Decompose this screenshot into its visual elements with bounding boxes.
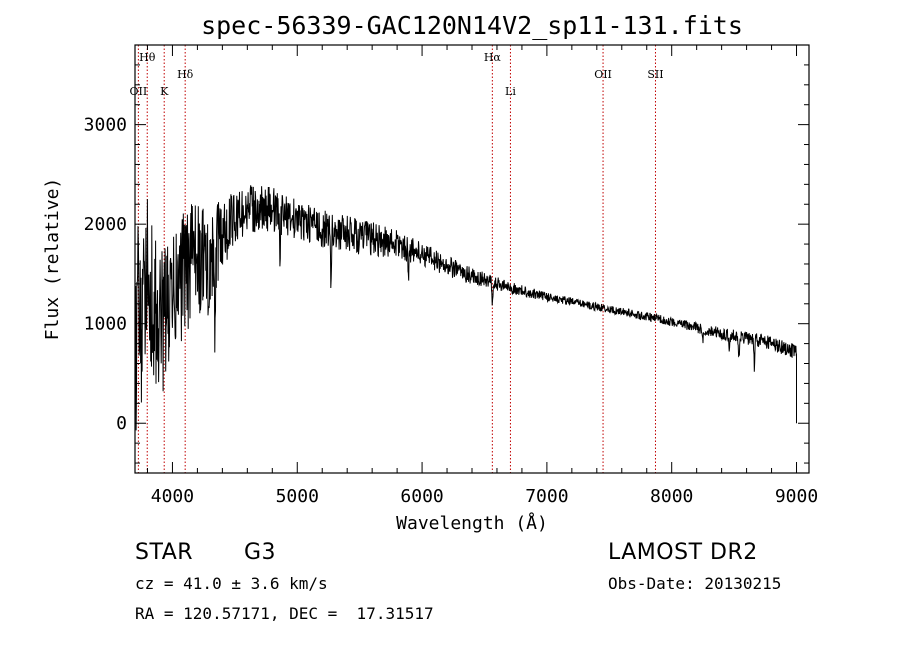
sky-coordinates: RA = 120.57171, DEC = 17.31517	[135, 604, 434, 623]
line-marker-label: K	[160, 85, 169, 98]
x-tick-label: 6000	[400, 486, 443, 507]
chart-title: spec-56339-GAC120N14V2_sp11-131.fits	[201, 11, 743, 40]
y-tick-label: 3000	[84, 115, 127, 136]
survey-name: LAMOST DR2	[608, 540, 758, 565]
spectrum-series	[134, 185, 797, 431]
observation-date: Obs-Date: 20130215	[608, 574, 782, 593]
y-axis: 0 1000 2000 3000	[84, 44, 809, 464]
x-tick-label: 8000	[650, 486, 693, 507]
x-axis-label: Wavelength (Å)	[396, 512, 548, 534]
x-tick-label: 4000	[151, 486, 194, 507]
line-marker-label: OII	[130, 85, 148, 98]
y-axis-label: Flux (relative)	[42, 178, 63, 341]
line-marker-label: Hα	[484, 51, 502, 64]
line-marker-label: Hθ	[139, 51, 156, 64]
object-subclass: G3	[244, 540, 277, 565]
line-marker-label: Hδ	[177, 68, 194, 81]
y-tick-label: 0	[116, 413, 127, 434]
y-tick-label: 2000	[84, 214, 127, 235]
emission-line-markers: Hθ OII K Hδ Hα Li OII SII	[130, 45, 664, 473]
x-tick-label: 9000	[775, 486, 818, 507]
x-axis: 4000 5000 6000 7000 8000 9000	[146, 45, 818, 507]
y-tick-label: 1000	[84, 314, 127, 335]
line-marker-label: OII	[594, 68, 612, 81]
x-tick-label: 7000	[525, 486, 568, 507]
spectrum-line	[134, 185, 797, 431]
redshift-value: cz = 41.0 ± 3.6 km/s	[135, 574, 328, 593]
plot-frame	[134, 44, 810, 474]
x-tick-label: 5000	[276, 486, 319, 507]
line-marker-label: Li	[505, 85, 516, 98]
object-class: STAR	[135, 540, 194, 565]
line-marker-label: SII	[647, 68, 663, 81]
